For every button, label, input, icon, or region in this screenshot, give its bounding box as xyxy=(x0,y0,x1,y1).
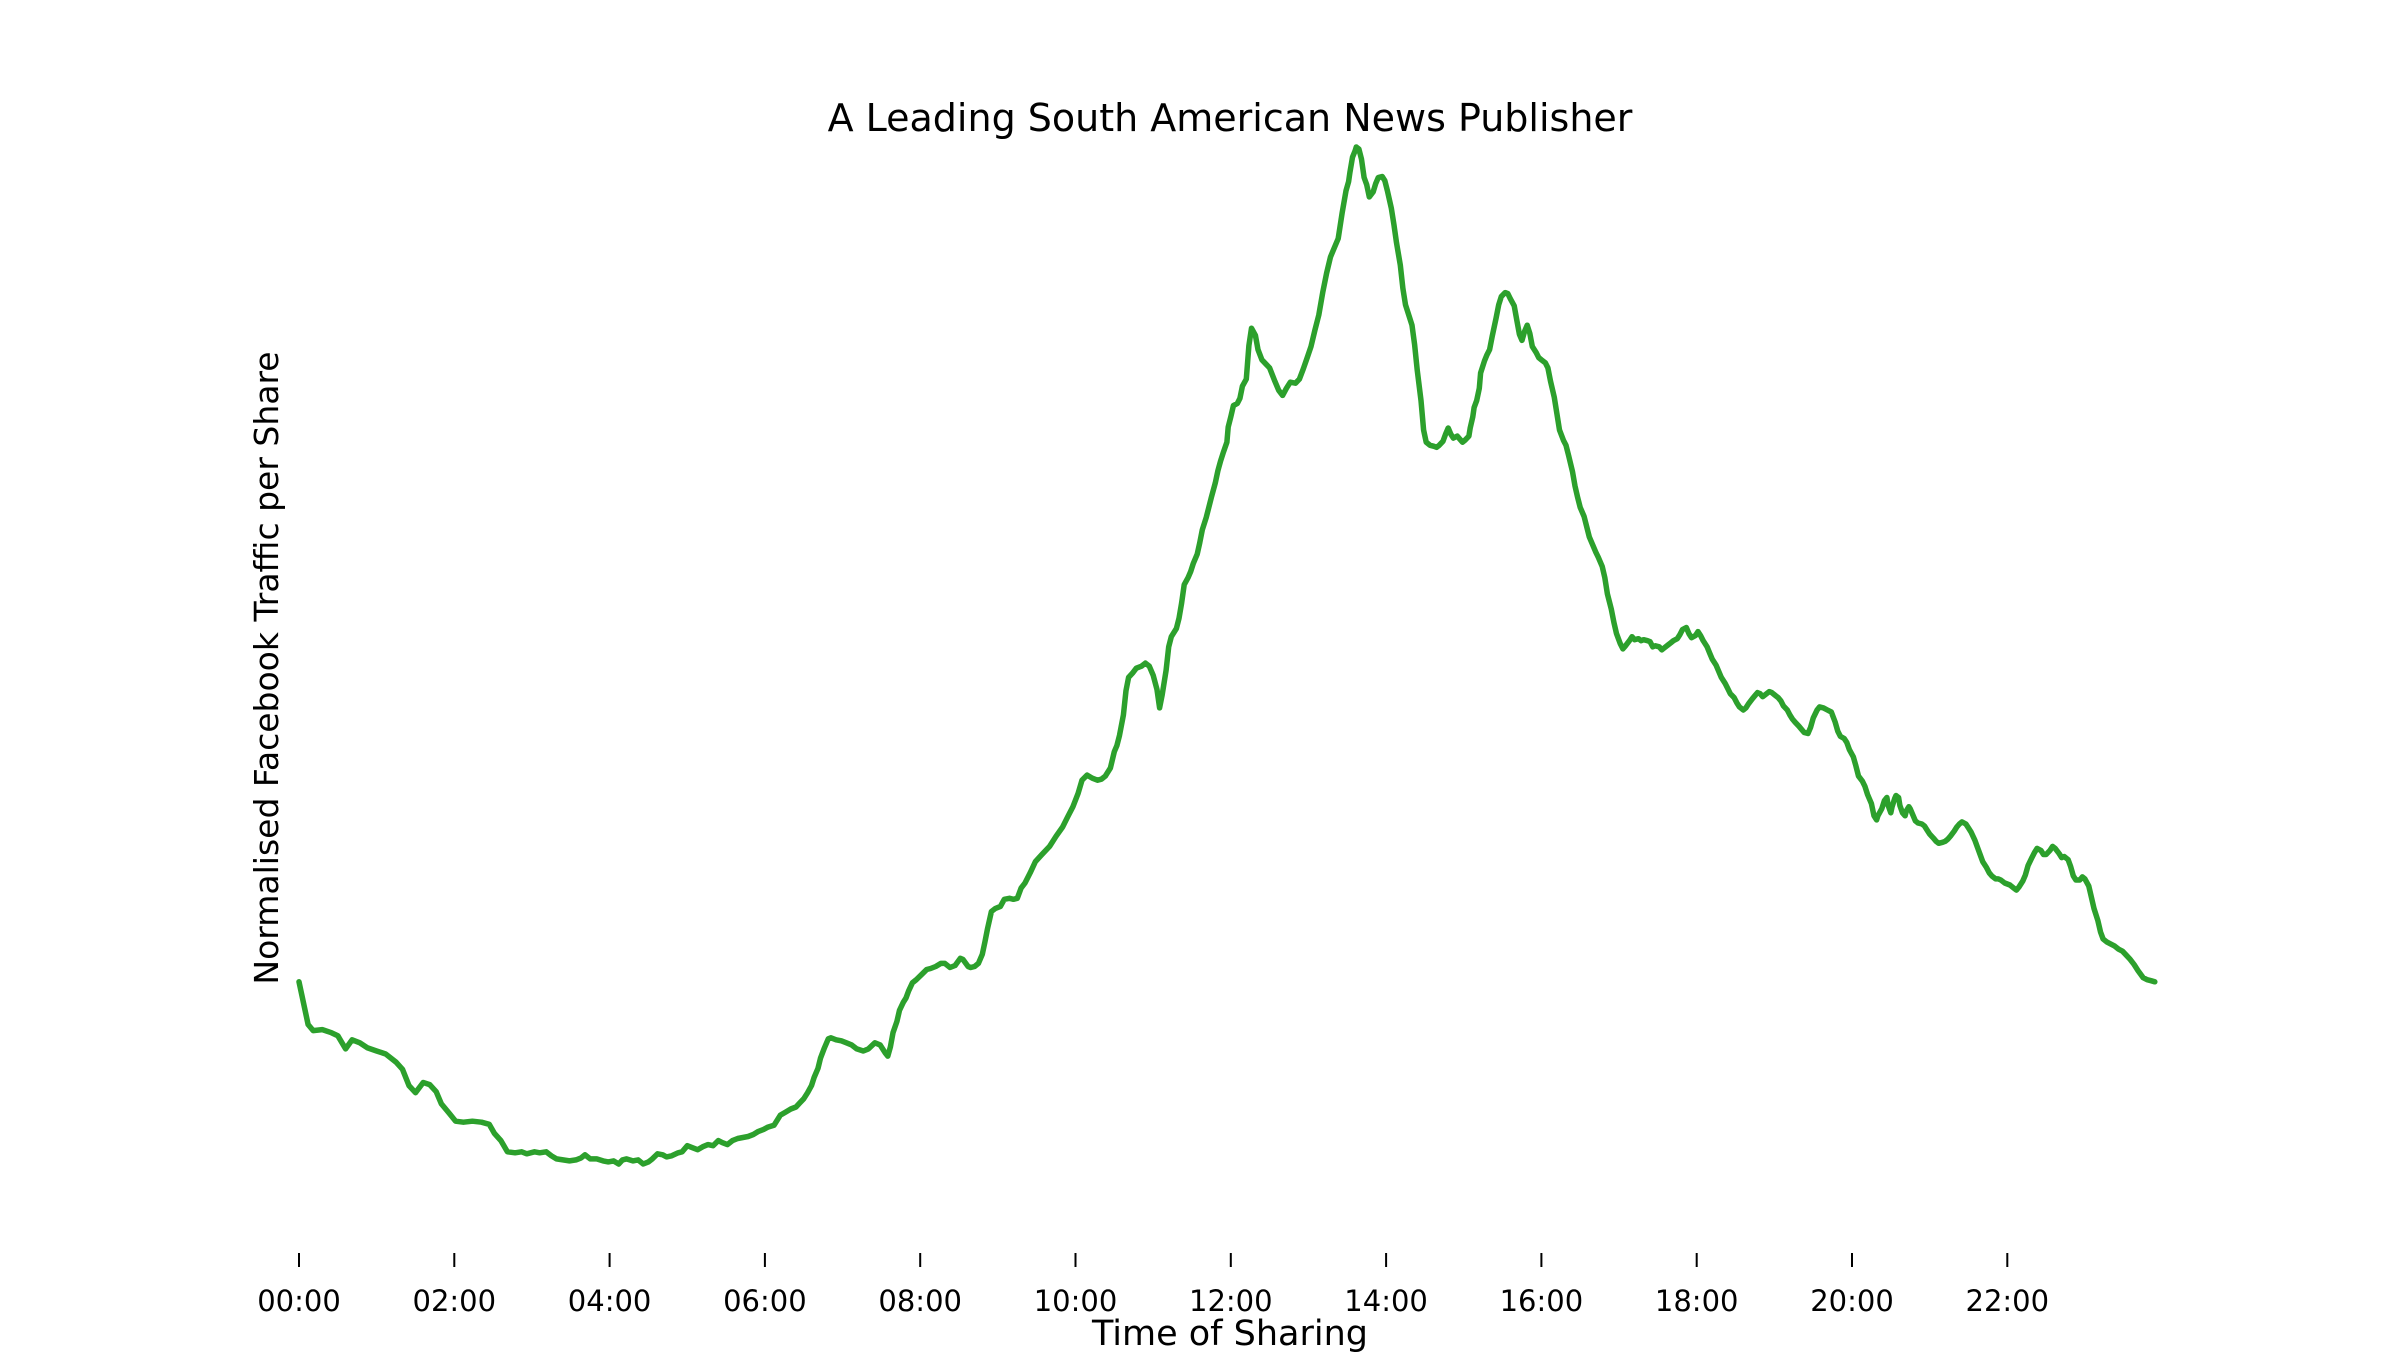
x-tick-label: 04:00 xyxy=(568,1284,652,1318)
x-tick-label: 06:00 xyxy=(723,1284,807,1318)
x-tick-label: 10:00 xyxy=(1034,1284,1118,1318)
x-tick-label: 18:00 xyxy=(1655,1284,1739,1318)
x-axis-ticks: 00:00 02:00 04:00 06:00 08:00 10:00 12:00 14:00… xyxy=(257,1253,2049,1318)
y-axis-label: Normalised Facebook Traffic per Share xyxy=(247,351,286,984)
x-tick-label: 20:00 xyxy=(1810,1284,1894,1318)
x-tick-label: 16:00 xyxy=(1500,1284,1584,1318)
x-tick-label: 02:00 xyxy=(413,1284,497,1318)
x-tick-label: 08:00 xyxy=(878,1284,962,1318)
x-axis-label: Time of Sharing xyxy=(1091,1314,1368,1353)
x-tick-label: 00:00 xyxy=(257,1284,341,1318)
chart-title: A Leading South American News Publisher xyxy=(828,96,1633,140)
x-tick-label: 12:00 xyxy=(1189,1284,1273,1318)
x-tick-label: 22:00 xyxy=(1966,1284,2050,1318)
x-tick-label: 14:00 xyxy=(1344,1284,1428,1318)
traffic-line-series xyxy=(296,144,2158,1167)
